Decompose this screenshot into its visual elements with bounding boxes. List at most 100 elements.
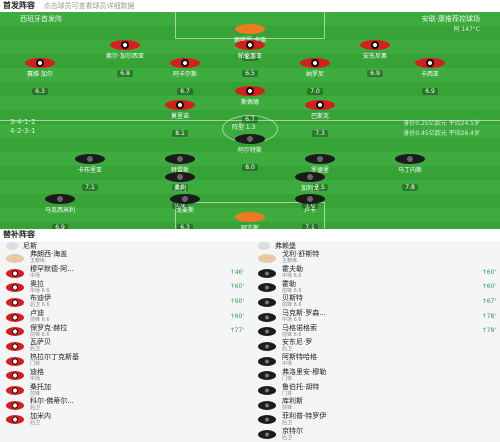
sub-text: 科尔·佛蒂尔... 后卫 xyxy=(30,398,74,412)
sub-text: 布迪伊 后卫 6.6 xyxy=(30,295,51,309)
sub-row[interactable]: 阿斯特哈格 中场 xyxy=(258,354,496,369)
away-player[interactable]: 罗德里 7.5 xyxy=(298,154,342,193)
sub-row[interactable]: 卢迪 前锋 6.6 ↑60' xyxy=(6,310,244,325)
sub-position: 后卫 6.6 xyxy=(30,302,50,309)
player-rating: 6.9 xyxy=(52,224,68,229)
sub-row[interactable]: 弗洛里安·穆勒 门将 xyxy=(258,368,496,384)
sub-text: 卢迪 前锋 6.6 xyxy=(30,310,50,324)
sub-position: 门将 xyxy=(282,375,293,382)
player-name: 莫里诺 xyxy=(170,113,189,120)
sub-row[interactable]: 京特尔 后卫 xyxy=(258,427,496,442)
away-player[interactable]: 卢卡 7.1 xyxy=(288,194,332,229)
home-player[interactable]: 阿卡尔斯 6.7 xyxy=(163,58,207,97)
player-name: 戈麦斯 xyxy=(175,207,194,214)
sub-row[interactable]: 霍勒 前锋 6.6 ↑60' xyxy=(258,280,496,295)
sub-position: 门将 xyxy=(30,361,41,368)
home-player[interactable]: 安东尼奥 6.9 xyxy=(353,40,397,79)
player-avatar xyxy=(235,212,265,222)
sub-row[interactable]: 安东尼·罗 后卫 xyxy=(258,339,496,354)
player-avatar xyxy=(258,327,276,337)
sub-row[interactable]: 桑托加 前锋 xyxy=(6,383,244,398)
player-rating: 7.5 xyxy=(312,184,328,191)
sub-row[interactable]: 戈利·舒斯特 主教练 xyxy=(258,251,496,266)
sub-row[interactable]: 马格诺格索 前锋 6.6 ↑78' xyxy=(258,324,496,339)
away-player[interactable]: 马克西米利 6.9 xyxy=(38,194,82,229)
sub-name: 科尔·佛蒂尔... xyxy=(30,397,74,406)
player-name: 马丁内斯 xyxy=(397,167,422,174)
sub-in-time: ↑78' xyxy=(481,327,496,335)
sub-row[interactable]: 科尔·佛蒂尔... 后卫 xyxy=(6,398,244,413)
player-name: 赛维·加尔 xyxy=(27,71,53,78)
home-player[interactable]: 帕伦西亚 6.5 xyxy=(228,40,272,79)
player-name: 卡布里亚 xyxy=(77,167,102,174)
home-player[interactable]: 莫里诺 8.1 xyxy=(158,100,202,139)
sub-row[interactable]: 热拉尔丁克斯基 门将 xyxy=(6,354,244,369)
away-player[interactable]: 卡布里亚 7.1 xyxy=(68,154,112,193)
home-player[interactable]: 赛维·加尔 6.3 xyxy=(18,58,62,97)
sub-row[interactable]: 菲利普·特罗伊 后卫 xyxy=(258,411,496,428)
sub-row[interactable]: 加米内 后卫 xyxy=(6,411,244,428)
player-name: 巴斯克 xyxy=(310,113,329,120)
away-player[interactable]: 特雷斯 7.0 xyxy=(158,154,202,193)
player-rating: 7.1 xyxy=(302,224,318,229)
sub-in-time: ↑60' xyxy=(481,283,496,291)
sub-row[interactable]: 鲁伯托·胡特 门将 xyxy=(258,383,496,398)
player-name: 特雷斯 xyxy=(170,167,189,174)
home-player[interactable]: 斯佩德 6.7 xyxy=(228,86,272,125)
player-avatar xyxy=(258,371,276,381)
player-avatar xyxy=(235,24,265,34)
sub-row[interactable]: 穆罕默德·阿... 中场 ↑46' xyxy=(6,266,244,281)
player-rating: 8.1 xyxy=(172,130,188,137)
sub-name: 安东尼·罗 xyxy=(282,338,313,347)
sub-position: 后卫 xyxy=(282,434,293,441)
sub-name: 奥拉 xyxy=(30,279,44,288)
sub-text: 弗洛里安·穆勒 门将 xyxy=(282,368,326,383)
sub-position: 前锋 6.6 xyxy=(282,287,302,294)
player-rating: 6.3 xyxy=(177,224,193,229)
away-player[interactable]: 加列戈 7.0 xyxy=(288,172,332,211)
sub-row[interactable]: 保罗克·赫拉 前锋 6.6 ↑77' xyxy=(6,324,244,339)
home-player[interactable]: 卡西亚 6.9 xyxy=(408,58,452,97)
player-rating: 8.3 xyxy=(242,54,258,61)
home-player[interactable]: 巴斯克 7.3 xyxy=(298,100,342,139)
sub-position: 后卫 xyxy=(282,419,293,426)
sub-name: 库利斯 xyxy=(282,397,303,406)
sub-name: 戈利·舒斯特 xyxy=(282,250,320,259)
player-rating: 6.9 xyxy=(422,88,438,95)
home-player[interactable]: 索尔·加尔西亚 6.8 xyxy=(103,40,147,79)
sub-row[interactable]: 布迪伊 后卫 6.6 ↑60' xyxy=(6,295,244,310)
away-player[interactable]: 戈麦斯 6.3 xyxy=(163,194,207,229)
away-player[interactable]: 阿古斯7.1 xyxy=(228,212,272,229)
player-avatar xyxy=(6,386,24,396)
away-team-label: 安联·康推荐控球场 xyxy=(421,15,480,23)
sub-name: 马格诺格索 xyxy=(282,323,317,332)
sub-in-time: ↑67' xyxy=(481,298,496,306)
sub-text: 热拉尔丁克斯基 门将 xyxy=(30,354,79,368)
away-player[interactable]: 奥利 7.9 xyxy=(158,172,202,211)
sub-position: 中场 xyxy=(30,375,41,382)
sub-text: 弗朗西·海盖 主教练 xyxy=(30,251,67,265)
sub-text: 奥拉 中场 6.6 xyxy=(30,279,50,295)
sub-name: 弗朗西·海盖 xyxy=(30,250,68,259)
sub-name: 加米内 xyxy=(30,411,51,420)
home-coach-header: 尼斯 xyxy=(6,241,244,251)
player-avatar xyxy=(258,356,276,366)
sub-row[interactable]: 迪格 中场 xyxy=(6,368,244,384)
sub-position: 中场 6.6 xyxy=(282,273,302,280)
player-avatar xyxy=(25,58,55,68)
away-player[interactable]: 阿尔特斯 8.0 xyxy=(228,134,272,173)
sub-row[interactable]: 弗朗西·海盖 主教练 xyxy=(6,251,244,266)
sub-row[interactable]: 奥拉 中场 6.6 ↑60' xyxy=(6,280,244,295)
sub-row[interactable]: 贝斯特 前锋 6.6 ↑67' xyxy=(258,295,496,310)
sub-row[interactable]: 马克斯·罗森... 中场 6.6 ↑78' xyxy=(258,310,496,325)
home-player[interactable]: 纳罗尼 7.0 xyxy=(293,58,337,97)
sub-row[interactable]: 瓦萨贝 后卫 xyxy=(6,339,244,354)
player-rating: 7.0 xyxy=(302,202,318,209)
sub-row[interactable]: 库利斯 前锋 xyxy=(258,398,496,413)
sub-text: 马格诺格索 前锋 6.6 xyxy=(282,323,317,339)
away-player[interactable]: 马丁内斯 7.8 xyxy=(388,154,432,193)
sub-row[interactable]: 霍夫勒 中场 6.6 ↑60' xyxy=(258,266,496,281)
sub-name: 菲利普·特罗伊 xyxy=(282,411,327,420)
player-avatar xyxy=(6,253,24,263)
player-rating: 7.9 xyxy=(172,202,188,209)
